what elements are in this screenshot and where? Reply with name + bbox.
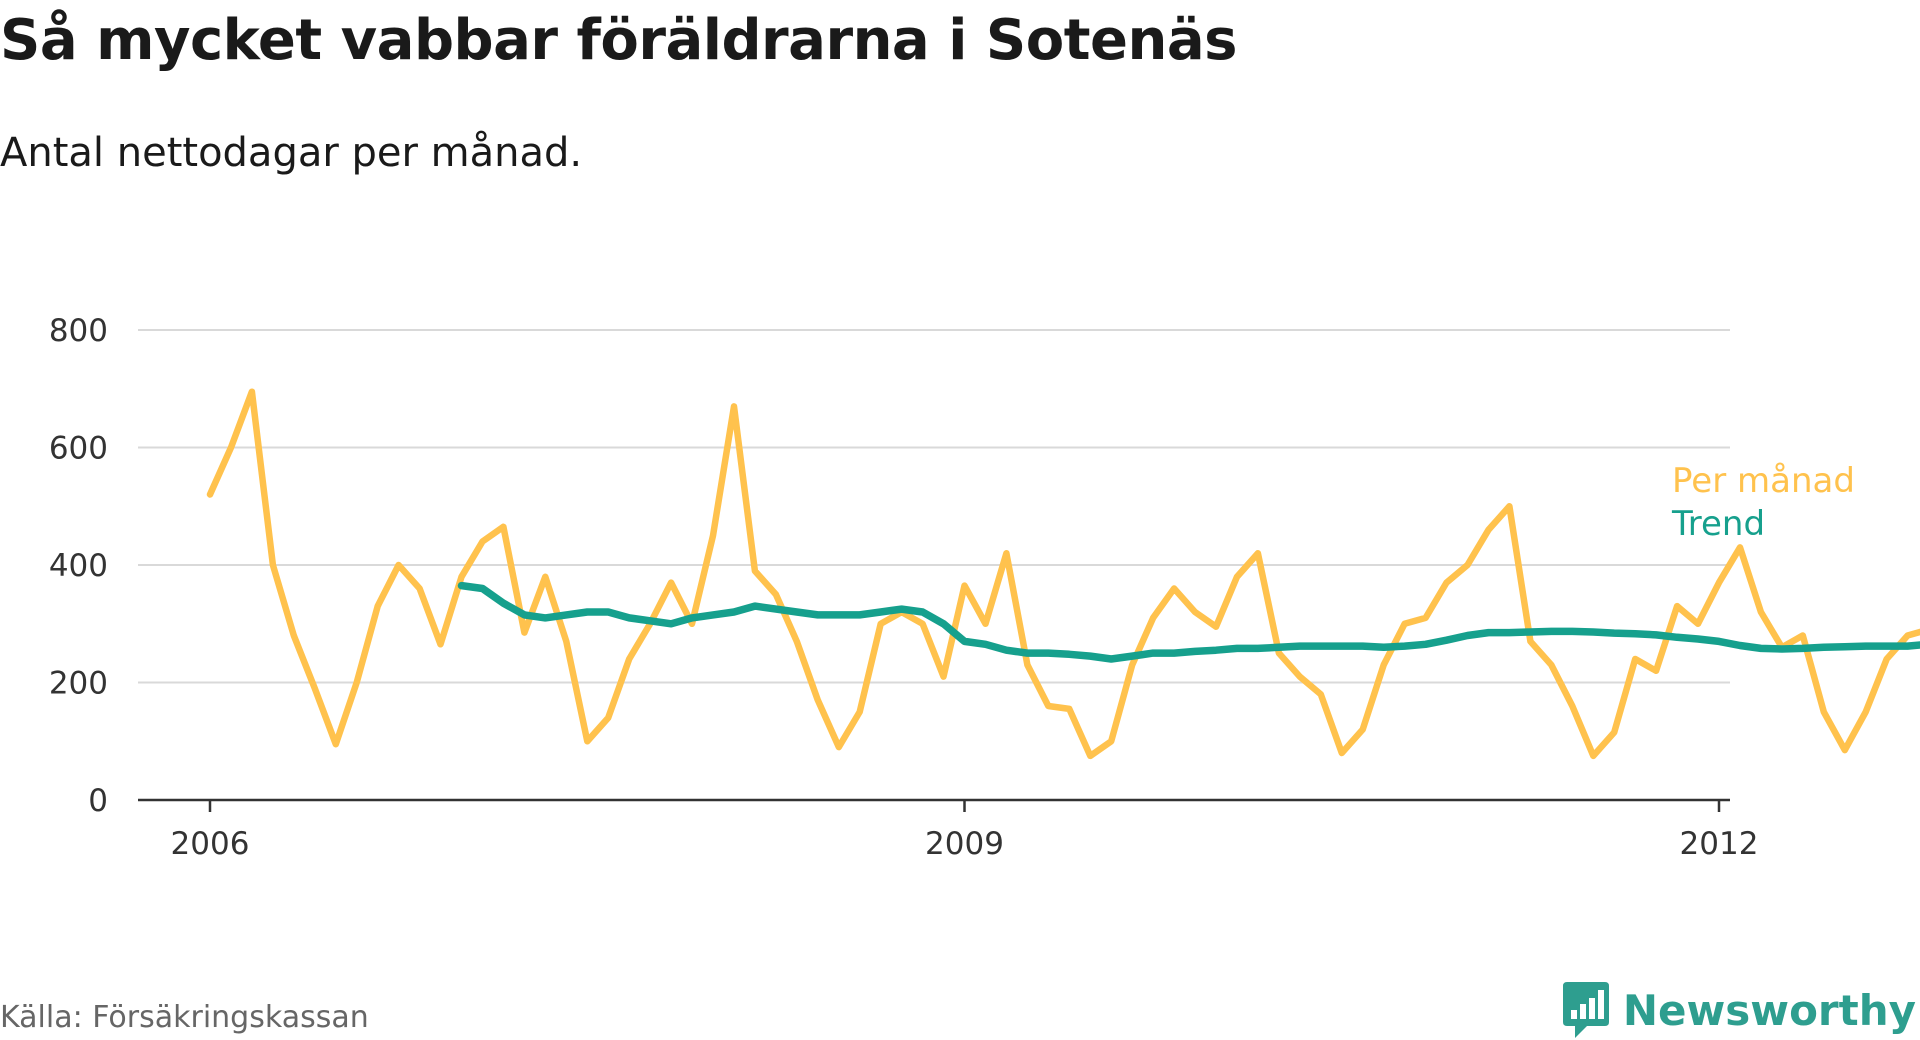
x-tick-label: 2012: [1680, 826, 1759, 862]
x-tick-label: 2009: [925, 826, 1004, 862]
legend-label: Trend: [1671, 504, 1765, 544]
series-line-trend: [457, 581, 1920, 663]
newsworthy-logo-icon: [1562, 982, 1609, 1038]
y-tick-label: 0: [88, 783, 108, 819]
y-tick-label: 400: [49, 548, 108, 584]
brand: Newsworthy: [1561, 980, 1916, 1040]
series-lines: [206, 388, 1920, 760]
y-tick-label: 600: [49, 431, 108, 467]
brand-name: Newsworthy: [1622, 985, 1916, 1035]
chart-title: Så mycket vabbar föräldrarna i Sotenäs: [0, 8, 1237, 73]
y-tick-label: 200: [49, 666, 108, 702]
x-axis: 2006200920122015201820212023: [138, 798, 1759, 862]
legend-label: Per månad: [1672, 461, 1855, 501]
chart-subtitle: Antal nettodagar per månad.: [0, 130, 583, 176]
series-line-per-manad: [206, 388, 1920, 760]
source-note: Källa: Försäkringskassan: [0, 1000, 369, 1035]
y-axis-ticks: 0 200 400 600 800: [49, 313, 108, 819]
x-tick-label: 2006: [171, 826, 250, 862]
y-tick-label: 800: [49, 313, 108, 349]
